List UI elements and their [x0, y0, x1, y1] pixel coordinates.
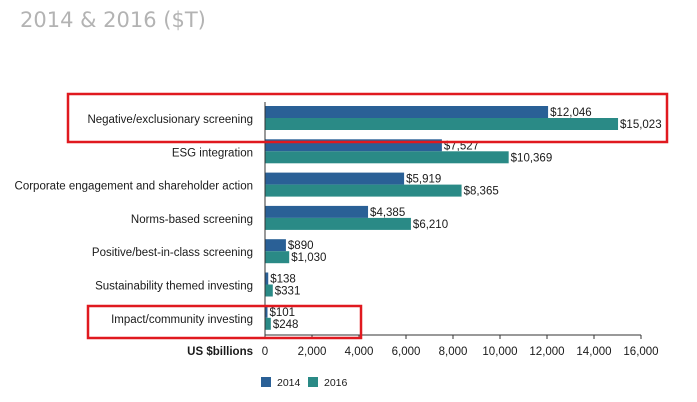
value-label-2014-6: $138: [270, 274, 296, 286]
value-label-2014-5: $890: [288, 240, 314, 252]
highlight-box-impact-investing: [86, 304, 363, 340]
bar-2016-5: [265, 251, 290, 264]
legend-label-2014: 2014: [277, 377, 301, 389]
value-label-2016-2: $10,369: [511, 152, 553, 164]
value-label-2016-3: $8,365: [464, 186, 499, 198]
value-label-2016-1: $15,023: [620, 119, 662, 131]
category-label-3: Corporate engagement and shareholder act…: [15, 181, 253, 193]
x-tick-label-14000: 14,000: [576, 346, 611, 358]
bar-2016-3: [265, 184, 462, 197]
x-tick-label-2000: 2,000: [298, 346, 327, 358]
category-label-7: Impact/community investing: [111, 314, 253, 326]
category-label-5: Positive/best-in-class screening: [92, 247, 253, 259]
value-label-2014-1: $12,046: [550, 107, 592, 119]
category-label-4: Norms-based screening: [131, 214, 253, 226]
bar-2014-3: [265, 172, 405, 185]
legend-swatch-2014: [261, 377, 271, 387]
value-label-2016-6: $331: [275, 286, 301, 298]
category-label-6: Sustainability themed investing: [95, 281, 253, 293]
value-label-2014-3: $5,919: [406, 174, 441, 186]
legend-label-2016: 2016: [324, 377, 348, 389]
value-label-2014-4: $4,385: [370, 207, 405, 219]
bar-2016-7: [265, 317, 271, 330]
x-axis-title: US $billions: [187, 346, 253, 358]
value-label-2016-4: $6,210: [413, 219, 448, 231]
bar-2014-4: [265, 205, 369, 218]
bar-2014-7: [265, 305, 268, 318]
x-tick-label-0: 0: [262, 346, 268, 358]
bar-2014-1: [265, 106, 549, 118]
x-tick-label-10000: 10,000: [482, 346, 517, 358]
x-tick-label-6000: 6,000: [392, 346, 421, 358]
value-label-2014-7: $101: [270, 307, 296, 319]
bar-2016-4: [265, 217, 411, 230]
value-label-2016-7: $248: [273, 319, 299, 331]
x-tick-label-8000: 8,000: [439, 346, 468, 358]
bar-2016-2: [265, 151, 509, 164]
x-tick-label-12000: 12,000: [529, 346, 564, 358]
legend-swatch-2016: [308, 377, 318, 387]
value-label-2016-5: $1,030: [291, 252, 326, 264]
bar-2016-6: [265, 284, 273, 297]
highlight-box-negative-screening: [66, 92, 669, 144]
category-label-1: Negative/exclusionary screening: [87, 114, 253, 126]
x-tick-label-4000: 4,000: [345, 346, 374, 358]
category-label-2: ESG integration: [172, 147, 253, 159]
bar-2014-5: [265, 239, 286, 252]
bar-2016-1: [265, 118, 619, 130]
bar-2014-6: [265, 272, 269, 285]
value-label-2014-2: $7,527: [444, 140, 479, 152]
x-tick-label-16000: 16,000: [623, 346, 658, 358]
chart-title: 2014 & 2016 ($T): [20, 8, 206, 32]
